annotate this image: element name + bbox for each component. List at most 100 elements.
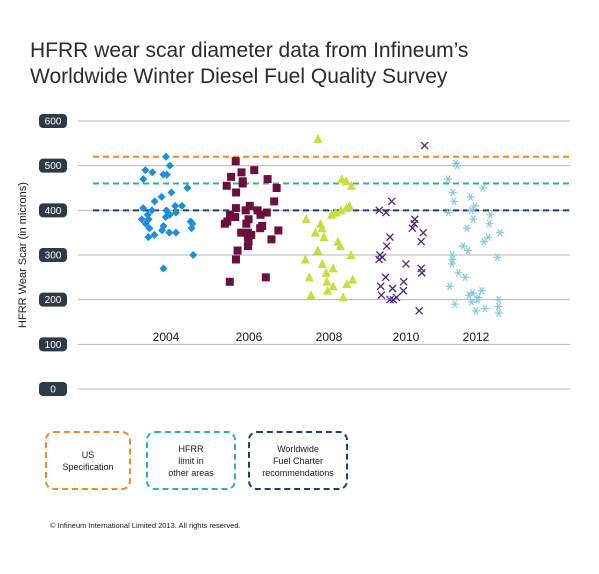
data-point bbox=[157, 192, 166, 201]
data-point bbox=[375, 206, 384, 215]
data-point bbox=[448, 188, 457, 197]
data-point bbox=[450, 197, 459, 206]
data-point bbox=[485, 219, 494, 228]
x-category-label: 2012 bbox=[463, 330, 490, 344]
y-tick-label: 100 bbox=[45, 340, 62, 351]
data-point bbox=[470, 202, 479, 210]
data-point bbox=[225, 277, 234, 286]
data-point bbox=[467, 206, 476, 215]
data-point bbox=[300, 254, 310, 264]
data-point bbox=[237, 168, 246, 177]
data-point bbox=[444, 175, 453, 183]
data-point bbox=[387, 197, 396, 206]
data-point bbox=[165, 161, 174, 170]
x-category-label: 2008 bbox=[316, 330, 343, 344]
copyright-notice: © Infineum International Limited 2013. A… bbox=[50, 521, 241, 530]
data-point bbox=[231, 204, 240, 213]
data-point bbox=[171, 228, 180, 237]
data-point bbox=[231, 255, 240, 264]
y-tick-badge bbox=[39, 114, 67, 128]
data-point bbox=[417, 237, 426, 246]
scatter-chart: 0 100 200 300 400 500 600 HFRR Wear Scar (in mi… bbox=[17, 114, 570, 396]
data-point bbox=[478, 184, 487, 192]
data-point bbox=[388, 284, 397, 293]
data-point bbox=[450, 300, 459, 308]
y-axis-label: HFRR Wear Scar (in microns) bbox=[17, 182, 29, 328]
data-point bbox=[328, 281, 338, 291]
legend-label-us-specification: US Specification bbox=[62, 449, 114, 472]
data-point bbox=[161, 213, 170, 222]
data-point bbox=[464, 246, 473, 255]
data-point bbox=[346, 180, 356, 190]
data-point bbox=[171, 208, 180, 217]
data-point bbox=[145, 224, 154, 233]
data-point bbox=[232, 188, 241, 197]
data-point bbox=[242, 219, 251, 228]
data-point bbox=[317, 258, 327, 268]
data-point bbox=[481, 304, 490, 313]
data-point bbox=[494, 302, 503, 311]
y-tick-badge bbox=[39, 248, 67, 262]
data-point bbox=[381, 273, 390, 282]
data-point bbox=[183, 184, 192, 192]
data-point bbox=[335, 241, 345, 251]
data-point bbox=[313, 133, 323, 143]
data-point bbox=[189, 251, 198, 259]
data-point bbox=[256, 210, 265, 219]
data-point bbox=[399, 277, 408, 286]
data-point bbox=[243, 242, 252, 251]
data-point bbox=[453, 161, 462, 170]
data-point bbox=[448, 255, 457, 264]
data-point bbox=[220, 219, 229, 228]
data-point bbox=[471, 307, 480, 315]
data-point bbox=[310, 227, 320, 237]
data-point bbox=[417, 268, 426, 277]
data-point bbox=[494, 295, 503, 304]
data-point bbox=[477, 286, 486, 295]
data-point bbox=[486, 211, 495, 219]
x-category-label: 2004 bbox=[153, 330, 180, 344]
data-point bbox=[262, 208, 271, 217]
data-point bbox=[226, 210, 235, 219]
data-point bbox=[243, 233, 252, 242]
data-point bbox=[165, 228, 174, 237]
data-point bbox=[448, 251, 457, 259]
y-tick-label: 0 bbox=[50, 385, 56, 396]
legend-label-fuel-charter: Worldwide Fuel Charter recommendations bbox=[262, 443, 334, 478]
data-point bbox=[159, 264, 168, 273]
data-point bbox=[253, 206, 262, 215]
data-point bbox=[313, 245, 323, 255]
data-point bbox=[141, 166, 150, 175]
data-point bbox=[244, 215, 253, 224]
data-point bbox=[410, 219, 419, 228]
y-tick-badge bbox=[39, 337, 67, 352]
data-point bbox=[341, 176, 351, 186]
data-point bbox=[161, 152, 170, 161]
data-point bbox=[304, 272, 314, 282]
data-point bbox=[231, 213, 240, 222]
data-point bbox=[270, 197, 279, 206]
data-point bbox=[317, 223, 327, 233]
data-point bbox=[245, 201, 254, 210]
data-point bbox=[306, 290, 316, 300]
data-point bbox=[177, 201, 186, 210]
data-point bbox=[237, 228, 246, 237]
data-point bbox=[322, 276, 332, 286]
legend-us-specification: US Specification bbox=[45, 431, 131, 490]
data-point bbox=[256, 224, 265, 233]
data-point bbox=[385, 233, 394, 242]
y-tick-label: 600 bbox=[45, 117, 62, 128]
data-point bbox=[382, 242, 391, 251]
data-point bbox=[139, 204, 148, 213]
x-category-label: 2010 bbox=[393, 330, 420, 344]
data-point bbox=[301, 214, 311, 224]
data-point bbox=[171, 201, 180, 210]
data-point bbox=[148, 168, 157, 177]
y-tick-label: 200 bbox=[45, 295, 62, 306]
data-point bbox=[272, 184, 281, 192]
data-point bbox=[496, 228, 505, 237]
data-point bbox=[338, 292, 348, 302]
data-point bbox=[469, 215, 478, 224]
data-point bbox=[447, 260, 456, 268]
data-point bbox=[382, 208, 390, 217]
